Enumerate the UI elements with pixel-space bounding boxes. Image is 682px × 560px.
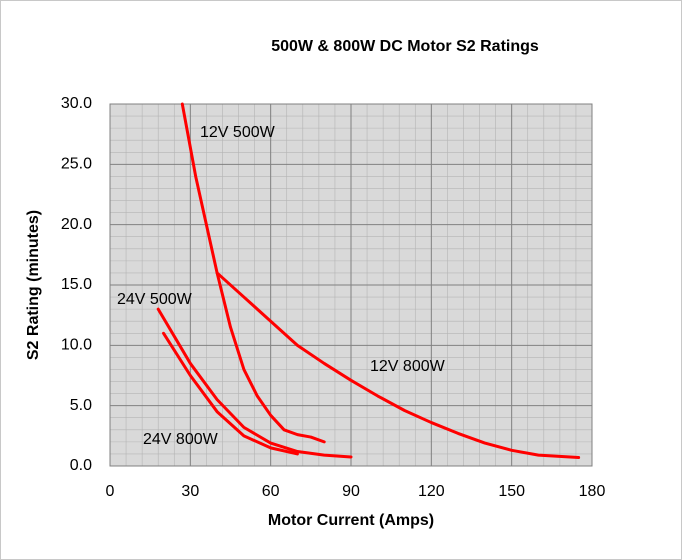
series-label: 24V 500W (117, 291, 193, 308)
series-label: 12V 800W (370, 358, 446, 375)
series-label: 24V 800W (143, 431, 219, 448)
series-line (180, 102, 326, 444)
y-tick-label: 20.0 (61, 216, 92, 233)
y-tick-label: 5.0 (70, 397, 92, 414)
x-tick-label: 120 (418, 483, 445, 500)
y-tick-label: 15.0 (61, 276, 92, 293)
series-label: 12V 500W (200, 124, 276, 141)
x-tick-label: 60 (262, 483, 280, 500)
series-line (162, 331, 299, 456)
y-tick-label: 30.0 (61, 95, 92, 112)
x-tick-label: 90 (342, 483, 360, 500)
series-line (215, 271, 581, 460)
chart-title: 500W & 800W DC Motor S2 Ratings (271, 38, 539, 55)
y-tick-label: 10.0 (61, 337, 92, 354)
y-axis-label: S2 Rating (minutes) (25, 210, 42, 360)
x-tick-label: 30 (181, 483, 199, 500)
y-tick-label: 0.0 (70, 457, 92, 474)
x-tick-label: 180 (579, 483, 606, 500)
x-tick-label: 150 (498, 483, 525, 500)
x-tick-label: 0 (106, 483, 115, 500)
x-axis-label: Motor Current (Amps) (268, 512, 434, 529)
y-tick-label: 25.0 (61, 156, 92, 173)
plot-border (109, 103, 593, 467)
series-line (156, 307, 353, 459)
